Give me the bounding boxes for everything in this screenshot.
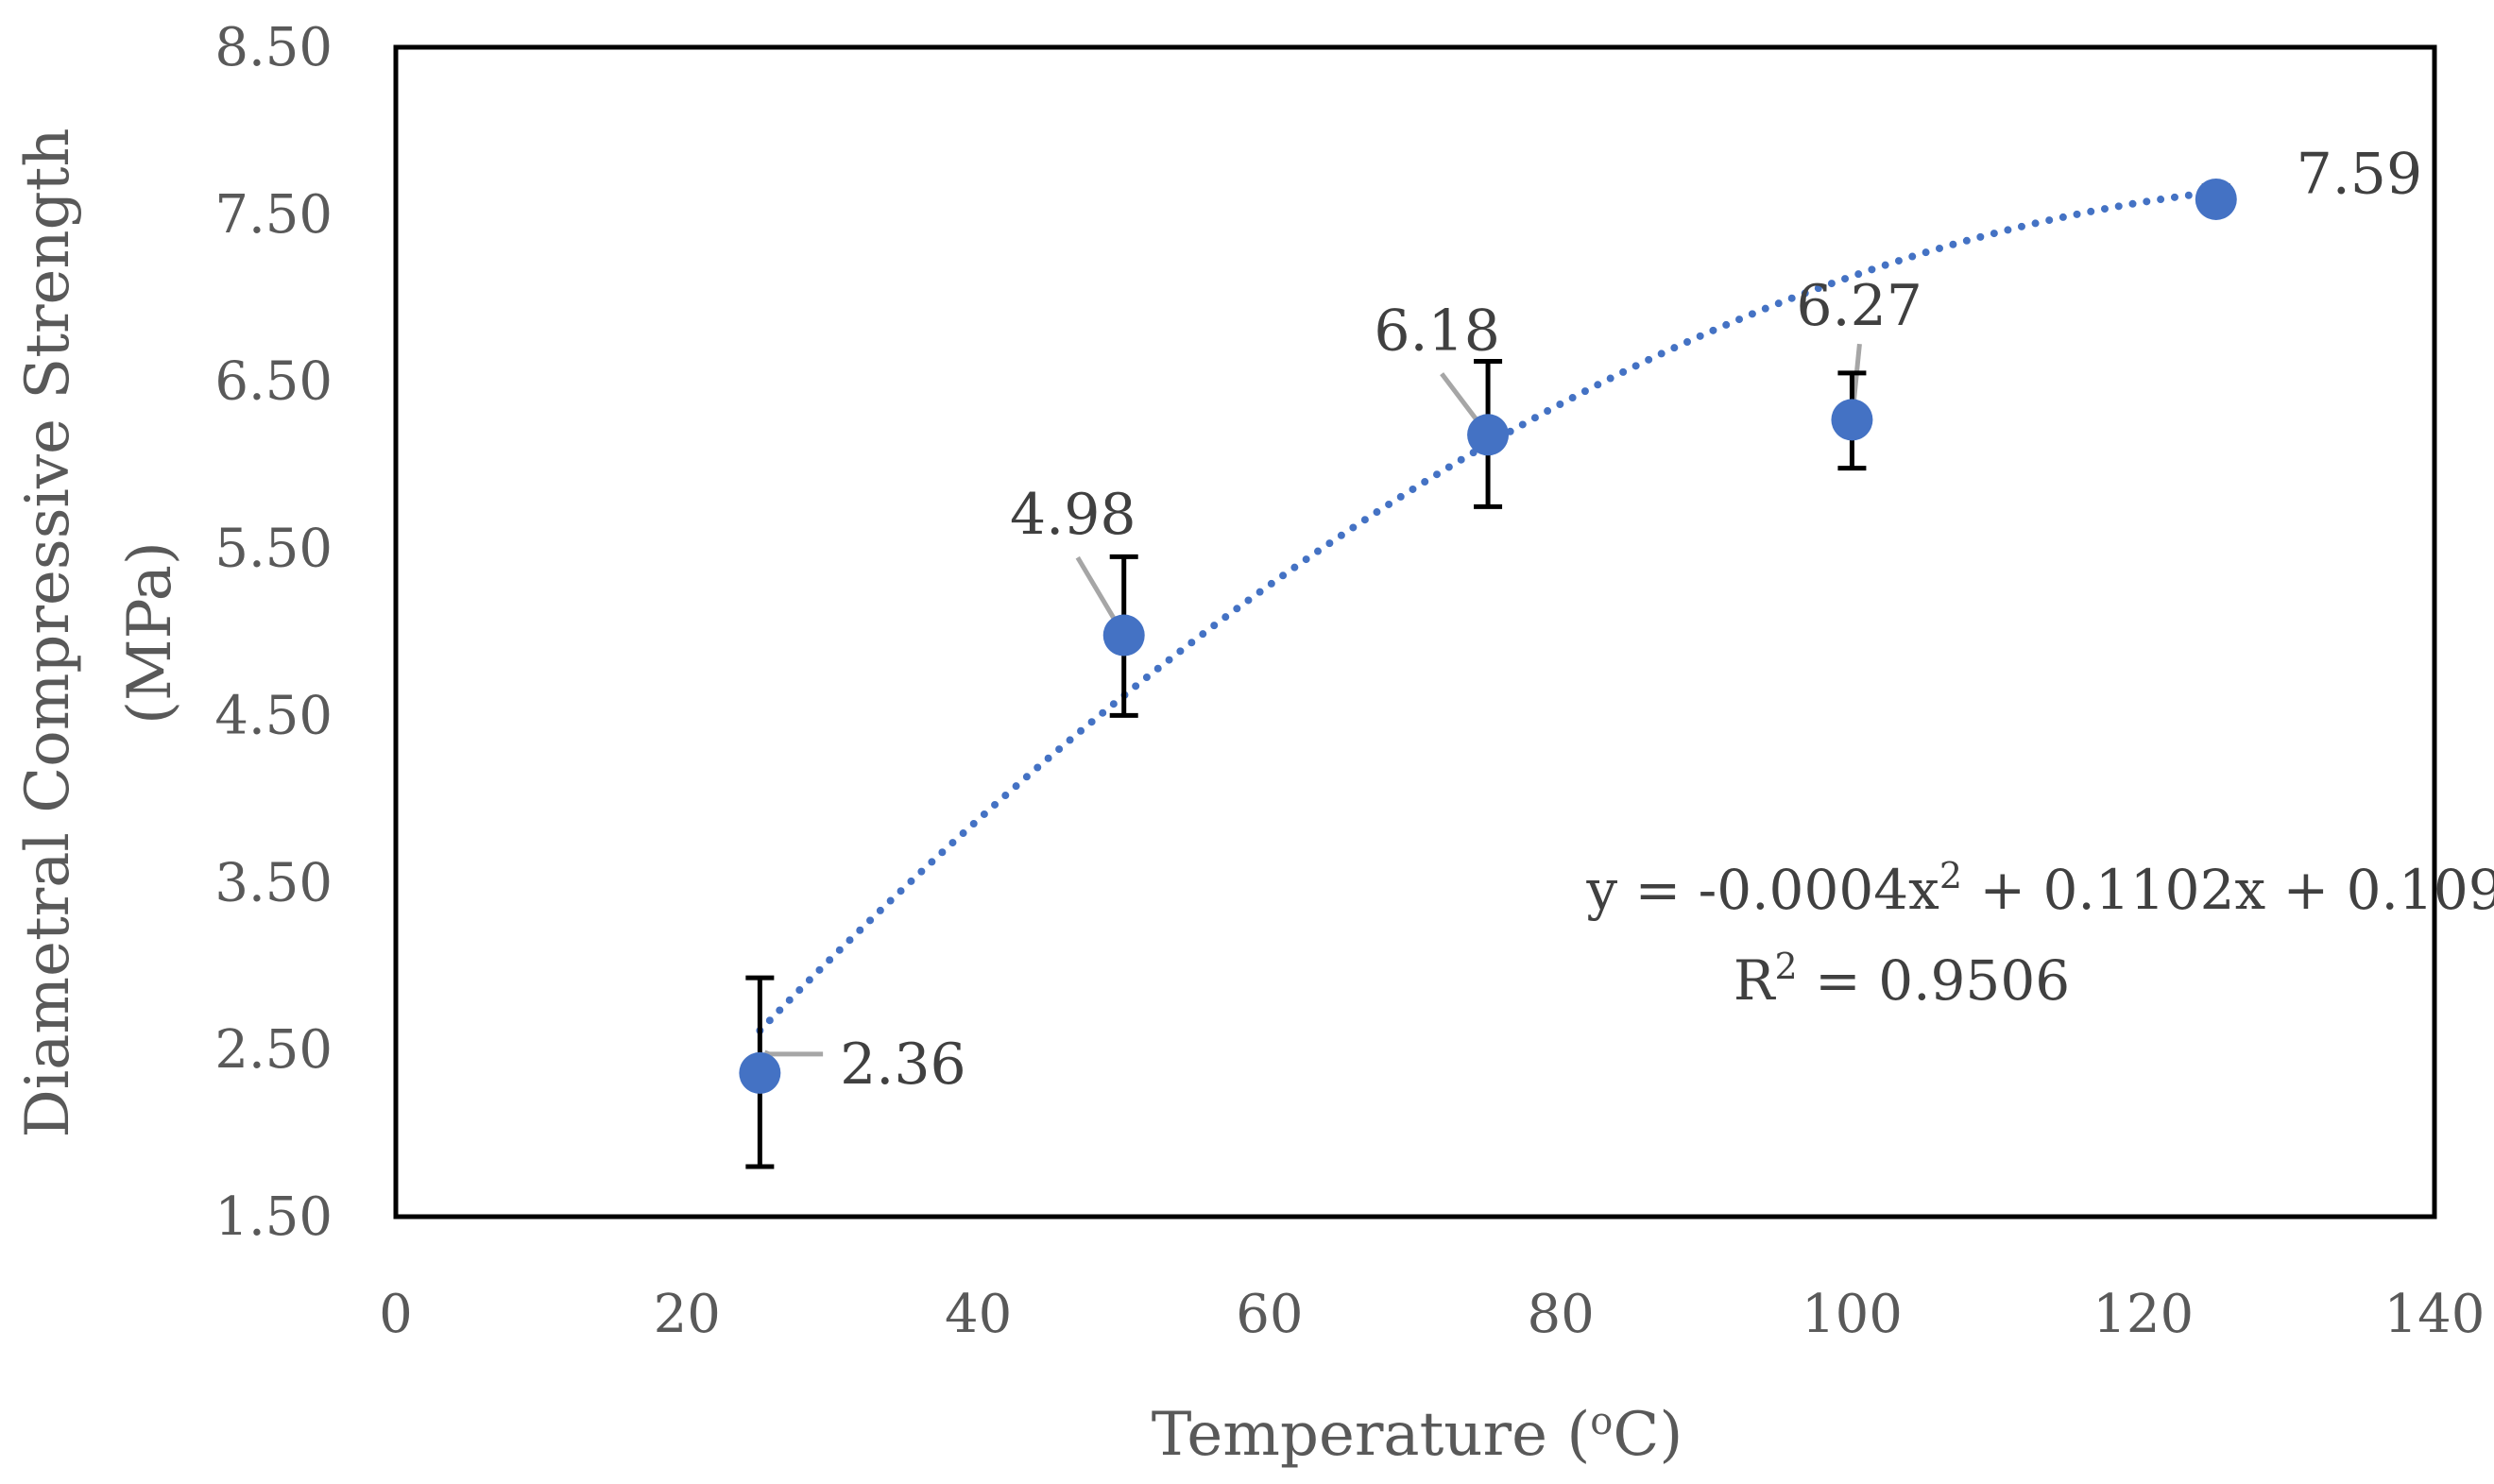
data-point [1831, 399, 1873, 441]
y-axis-title-line-2: (MPa) [115, 541, 185, 725]
y-axis-tick-labels: 1.50 2.50 3.50 4.50 5.50 6.50 7.50 8.50 [214, 17, 333, 1248]
y-tick-label: 4.50 [214, 685, 333, 746]
data-labels: 2.36 4.98 6.18 6.27 7.59 [840, 141, 2422, 1098]
y-tick-label: 6.50 [214, 351, 333, 413]
data-points [739, 178, 2237, 1094]
y-tick-label: 7.50 [214, 184, 333, 246]
y-tick-label: 8.50 [214, 17, 333, 78]
y-tick-label: 2.50 [214, 1019, 333, 1081]
data-point [1102, 614, 1145, 657]
x-tick-label: 140 [2384, 1284, 2485, 1345]
data-label: 6.18 [1374, 299, 1500, 365]
data-point [739, 1051, 781, 1094]
x-axis-title: Temperature (oC) [1152, 1400, 1683, 1470]
data-label: 7.59 [2297, 141, 2423, 207]
trendline-equation: y = -0.0004x2 + 0.1102x + 0.1091 [1585, 855, 2494, 922]
x-tick-label: 120 [2093, 1284, 2194, 1345]
leader-line [763, 1049, 824, 1057]
x-tick-label: 80 [1528, 1284, 1595, 1345]
y-tick-label: 3.50 [214, 852, 333, 913]
x-tick-label: 0 [379, 1284, 413, 1345]
data-point [1467, 414, 1510, 456]
data-label: 4.98 [1010, 482, 1136, 548]
y-tick-label: 1.50 [214, 1186, 333, 1248]
data-label-leader-lines [763, 343, 1862, 1057]
y-axis-title-line-1: Diametral Compressive Strength [13, 128, 83, 1137]
data-point [2195, 178, 2237, 220]
plot-area-frame [393, 44, 2437, 1220]
x-tick-label: 100 [1802, 1284, 1903, 1345]
data-label: 6.27 [1796, 273, 1922, 339]
x-tick-label: 20 [654, 1284, 721, 1345]
x-axis-tick-labels: 0 20 40 60 80 100 120 140 [379, 1284, 2485, 1345]
x-tick-label: 40 [945, 1284, 1012, 1345]
y-tick-label: 5.50 [214, 519, 333, 580]
y-axis-title: Diametral Compressive Strength (MPa) [13, 128, 185, 1137]
trendline-r-squared: R2 = 0.9506 [1734, 946, 2070, 1013]
data-label: 2.36 [840, 1032, 966, 1098]
x-tick-label: 60 [1236, 1284, 1303, 1345]
